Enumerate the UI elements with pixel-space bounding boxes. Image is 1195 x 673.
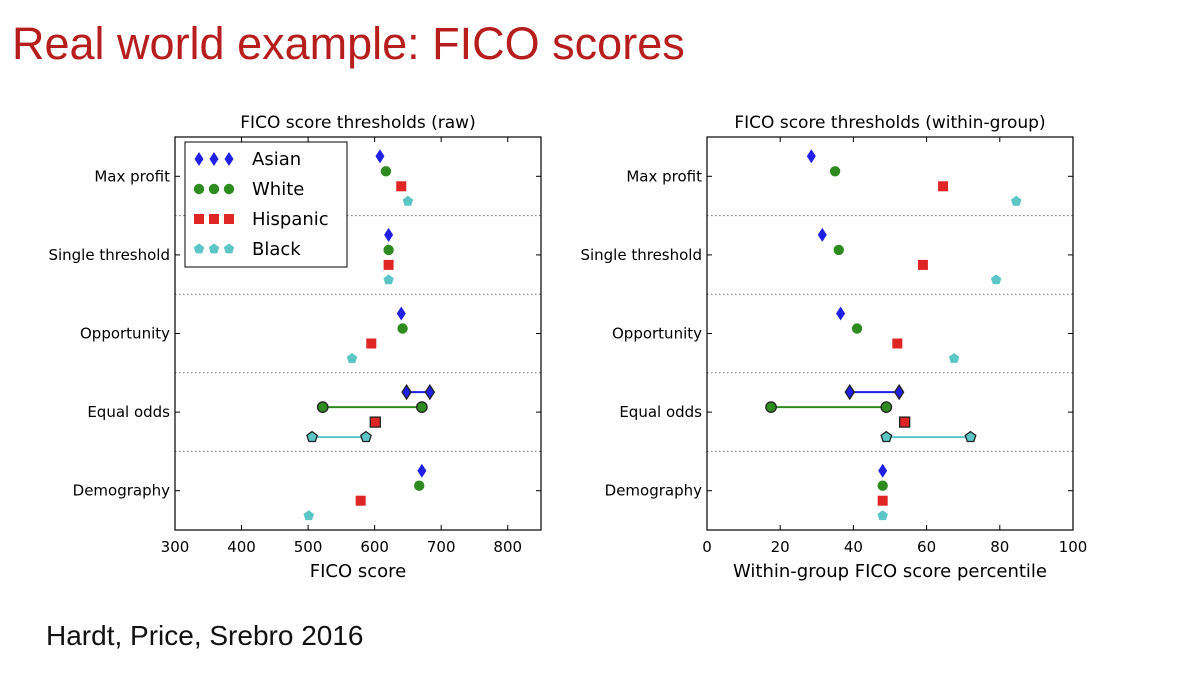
plot-frame <box>706 136 1074 531</box>
asian-point <box>893 383 905 401</box>
x-tick-label: 20 <box>771 538 790 556</box>
black-legend-marker <box>193 243 205 254</box>
hispanic-legend-marker <box>209 214 219 224</box>
black-point <box>360 430 372 443</box>
x-tick-label: 40 <box>844 538 863 556</box>
y-category-label: Demography <box>73 482 170 500</box>
y-category-label: Equal odds <box>619 403 702 421</box>
x-tick-label: 80 <box>990 538 1009 556</box>
white-legend-marker <box>208 183 220 195</box>
hispanic-legend-marker <box>224 214 234 224</box>
white-point <box>380 166 392 177</box>
asian-point <box>417 463 427 478</box>
hispanic-point <box>877 495 888 506</box>
legend-label-hispanic: Hispanic <box>252 209 329 230</box>
x-tick-label: 600 <box>360 538 389 556</box>
y-category-label: Max profit <box>626 167 702 185</box>
asian-legend-marker <box>209 152 219 166</box>
y-category-label: Equal odds <box>87 403 170 421</box>
asian-point <box>401 383 412 401</box>
x-axis-label: FICO score <box>310 561 407 582</box>
white-legend-marker <box>223 183 235 195</box>
y-category-label: Single threshold <box>48 246 170 264</box>
hispanic-point <box>355 495 366 506</box>
hispanic-point <box>892 338 903 349</box>
legend: Asian White Hispanic Black <box>184 141 348 268</box>
black-point <box>346 353 358 363</box>
white-point <box>851 323 863 334</box>
white-point <box>877 480 888 491</box>
asian-point <box>878 463 888 478</box>
white-point <box>829 166 841 177</box>
hispanic-point <box>898 416 911 428</box>
white-point <box>397 323 408 334</box>
hispanic-point <box>383 259 394 270</box>
y-category-label: Opportunity <box>612 325 702 343</box>
white-point <box>383 244 394 256</box>
x-tick-label: 0 <box>702 538 712 556</box>
black-point <box>964 430 977 443</box>
white-point <box>414 480 425 491</box>
asian-point <box>396 306 406 321</box>
chart-title: FICO score thresholds (raw) <box>240 113 475 133</box>
black-point <box>877 510 888 521</box>
hispanic-legend-marker <box>194 214 204 224</box>
asian-point <box>844 383 856 401</box>
asian-point <box>836 306 846 321</box>
y-category-label: Single threshold <box>580 246 702 264</box>
white-point <box>833 244 844 256</box>
x-axis-label: Within-group FICO score percentile <box>733 561 1047 582</box>
white-point <box>765 401 777 413</box>
y-category-label: Opportunity <box>80 325 170 343</box>
legend-label-asian: Asian <box>252 149 301 170</box>
x-tick-label: 60 <box>917 538 936 556</box>
chart-title: FICO score thresholds (within-group) <box>734 113 1045 133</box>
hispanic-point <box>938 181 949 192</box>
asian-legend-marker <box>194 152 204 166</box>
asian-legend-marker <box>224 152 234 166</box>
citation-text: Hardt, Price, Srebro 2016 <box>46 620 364 651</box>
black-point <box>880 430 893 443</box>
white-point <box>416 401 428 413</box>
chart-2: FICO score thresholds (within-group) 0 20 4… <box>580 113 1087 582</box>
white-point <box>880 401 893 413</box>
black-legend-marker <box>223 243 235 254</box>
black-point <box>1011 195 1022 206</box>
hispanic-point <box>917 259 928 270</box>
x-tick-label: 800 <box>493 538 522 556</box>
black-legend-marker <box>208 243 220 254</box>
legend-label-black: Black <box>252 239 301 260</box>
x-tick-label: 400 <box>227 538 256 556</box>
asian-point <box>384 227 394 242</box>
hispanic-point <box>366 338 377 349</box>
asian-point <box>806 149 816 164</box>
white-point <box>316 401 329 413</box>
y-category-label: Max profit <box>94 167 170 185</box>
x-tick-label: 500 <box>294 538 323 556</box>
white-legend-marker <box>193 183 205 195</box>
asian-point <box>375 149 385 164</box>
x-tick-label: 700 <box>427 538 456 556</box>
black-point <box>402 195 414 206</box>
black-point <box>303 510 314 521</box>
black-point <box>306 430 319 443</box>
hispanic-point <box>369 416 381 428</box>
black-point <box>948 353 960 363</box>
black-point <box>383 274 394 285</box>
x-tick-label: 300 <box>161 538 190 556</box>
x-tick-label: 100 <box>1059 538 1088 556</box>
legend-label-white: White <box>252 179 304 200</box>
slide-title: Real world example: FICO scores <box>12 18 685 69</box>
y-category-label: Demography <box>605 482 702 500</box>
chart-1: FICO score thresholds (raw) 300 400 500 600 7… <box>48 113 542 582</box>
black-point <box>990 274 1002 285</box>
asian-point <box>817 227 827 242</box>
hispanic-point <box>396 181 407 192</box>
asian-point <box>424 383 436 401</box>
